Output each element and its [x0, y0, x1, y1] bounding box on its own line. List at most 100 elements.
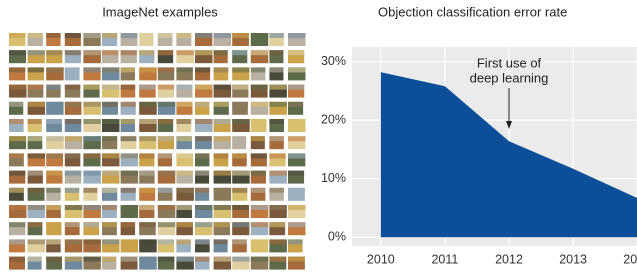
- thumbnail-sky: [28, 67, 44, 72]
- thumbnail-sky: [121, 67, 135, 72]
- thumbnail-sky: [28, 50, 45, 55]
- thumbnail-sky: [46, 119, 62, 124]
- thumbnail-sky: [214, 67, 229, 72]
- thumbnail-sky: [121, 85, 136, 90]
- thumbnail-sky: [102, 205, 117, 210]
- thumbnail-sky: [232, 50, 247, 55]
- thumbnail-sky: [269, 67, 283, 72]
- thumbnail-sky: [288, 205, 306, 210]
- thumbnail-sky: [214, 50, 228, 55]
- thumbnail-sky: [83, 153, 100, 158]
- thumbnail-sky: [214, 85, 232, 90]
- thumbnail-sky: [232, 136, 246, 141]
- thumbnail-sky: [9, 257, 25, 262]
- thumbnail-sky: [214, 102, 229, 107]
- thumbnail-sky: [28, 33, 43, 38]
- thumbnail-sky: [251, 239, 268, 244]
- thumbnail-sky: [83, 102, 101, 107]
- thumbnail-sky: [176, 33, 191, 38]
- thumbnail-sky: [9, 33, 25, 38]
- thumbnail-sky: [83, 85, 99, 90]
- thumbnail-sky: [269, 188, 283, 193]
- thumbnail-sky: [65, 102, 82, 107]
- thumbnail-sky: [9, 102, 23, 107]
- thumbnail-sky: [176, 188, 194, 193]
- thumbnail-sky: [65, 33, 81, 38]
- thumbnail-sky: [46, 50, 62, 55]
- thumbnail-sky: [121, 50, 137, 55]
- thumbnail-sky: [251, 67, 266, 72]
- thumbnail-sky: [102, 188, 117, 193]
- thumbnail-sky: [28, 171, 43, 176]
- thumbnail-sky: [251, 136, 265, 141]
- thumbnail-sky: [269, 136, 283, 141]
- thumbnail-sky: [158, 239, 174, 244]
- thumbnail-sky: [288, 67, 306, 72]
- thumbnail-sky: [46, 257, 62, 262]
- thumbnail-sky: [158, 50, 173, 55]
- thumbnail-sky: [214, 119, 231, 124]
- x-tick-label: 2013: [559, 252, 587, 266]
- thumbnail-sky: [121, 205, 139, 210]
- thumbnail-sky: [158, 171, 176, 176]
- thumbnail-sky: [251, 85, 268, 90]
- thumbnail-sky: [176, 239, 190, 244]
- thumbnail-sky: [232, 67, 249, 72]
- thumbnail-sky: [139, 136, 156, 141]
- thumbnail-sky: [214, 239, 228, 244]
- thumbnail-sky: [251, 153, 267, 158]
- thumbnail-sky: [288, 171, 304, 176]
- thumbnail-sky: [102, 153, 120, 158]
- thumbnail-sky: [139, 257, 157, 262]
- thumbnail-sky: [176, 136, 192, 141]
- thumbnail-sky: [46, 33, 60, 38]
- thumbnail-sky: [288, 239, 303, 244]
- thumbnail-sky: [176, 205, 192, 210]
- thumbnail-sky: [9, 119, 24, 124]
- thumbnail-sky: [176, 222, 193, 227]
- thumbnail-sky: [288, 222, 306, 227]
- thumbnail-sky: [288, 119, 306, 124]
- thumbnail-sky: [288, 153, 305, 158]
- thumbnail-sky: [46, 222, 61, 227]
- thumbnail-sky: [176, 50, 194, 55]
- thumbnail-sky: [176, 85, 192, 90]
- thumbnail-sky: [83, 257, 101, 262]
- thumbnail-sky: [28, 153, 45, 158]
- thumbnail-sky: [288, 257, 305, 262]
- thumbnail-sky: [232, 257, 249, 262]
- thumbnail-sky: [28, 257, 42, 262]
- y-tick-label: 20%: [321, 112, 346, 126]
- thumbnail-sky: [9, 205, 27, 210]
- thumbnail-sky: [158, 153, 172, 158]
- thumbnail-sky: [102, 119, 120, 124]
- thumbnail-sky: [251, 205, 268, 210]
- thumbnail-sky: [232, 171, 250, 176]
- thumbnail-sky: [195, 153, 209, 158]
- thumbnail-sky: [139, 222, 156, 227]
- thumbnail-sky: [139, 33, 153, 38]
- thumbnail-sky: [214, 136, 231, 141]
- thumbnail-sky: [121, 102, 136, 107]
- thumbnail-sky: [195, 136, 212, 141]
- thumbnail-sky: [195, 67, 210, 72]
- thumbnail-sky: [46, 205, 61, 210]
- thumbnail-sky: [65, 85, 81, 90]
- thumbnail-sky: [176, 171, 192, 176]
- thumbnail-sky: [139, 102, 157, 107]
- thumbnail-grid: [9, 33, 306, 270]
- thumbnail-sky: [9, 85, 27, 90]
- thumbnail-sky: [269, 50, 283, 55]
- thumbnail-sky: [269, 257, 286, 262]
- thumbnail-sky: [269, 153, 285, 158]
- thumbnail-sky: [102, 85, 120, 90]
- thumbnail-sky: [214, 188, 232, 193]
- thumbnail-sky: [9, 239, 25, 244]
- thumbnail-sky: [269, 222, 285, 227]
- thumbnail-sky: [121, 188, 136, 193]
- thumbnail-sky: [139, 205, 154, 210]
- thumbnail-sky: [251, 50, 268, 55]
- thumbnail-sky: [232, 119, 250, 124]
- annotation-text: deep learning: [470, 70, 549, 85]
- thumbnail-sky: [28, 205, 45, 210]
